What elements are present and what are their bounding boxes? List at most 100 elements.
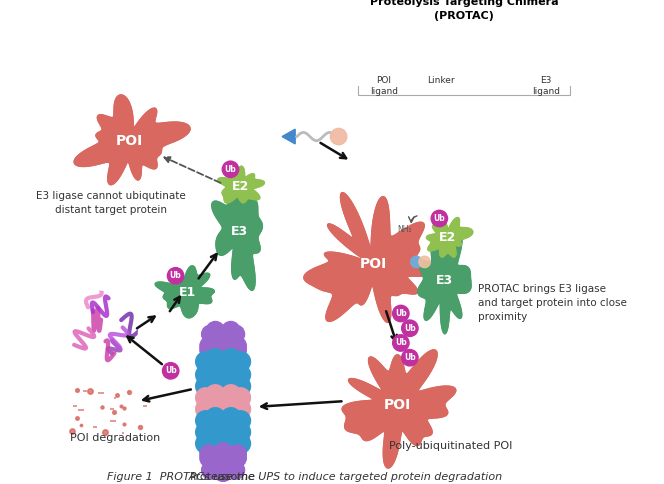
Text: E2: E2 (439, 231, 456, 244)
Circle shape (213, 428, 233, 447)
Circle shape (222, 161, 238, 178)
Circle shape (227, 403, 247, 423)
Circle shape (213, 405, 233, 424)
Circle shape (227, 415, 247, 434)
Circle shape (221, 408, 241, 427)
Circle shape (214, 463, 232, 482)
Polygon shape (212, 181, 262, 290)
Circle shape (59, 290, 138, 369)
Circle shape (202, 325, 220, 343)
Text: E1: E1 (179, 286, 196, 299)
Circle shape (231, 388, 250, 408)
Circle shape (227, 356, 247, 375)
Circle shape (200, 341, 218, 359)
Circle shape (199, 438, 219, 457)
Polygon shape (426, 217, 473, 257)
Polygon shape (418, 233, 471, 334)
Polygon shape (342, 350, 456, 468)
Polygon shape (403, 56, 418, 70)
Text: Proteolysis Targeting Chimera
(PROTAC): Proteolysis Targeting Chimera (PROTAC) (370, 0, 558, 21)
Circle shape (410, 256, 422, 268)
Circle shape (199, 426, 219, 446)
Circle shape (214, 443, 232, 461)
Circle shape (214, 451, 232, 469)
Circle shape (222, 321, 240, 339)
Circle shape (202, 461, 220, 479)
Text: POI: POI (384, 398, 411, 412)
Circle shape (196, 399, 215, 419)
Circle shape (227, 392, 247, 411)
Circle shape (199, 392, 219, 411)
Circle shape (196, 411, 215, 430)
Circle shape (221, 431, 241, 450)
Circle shape (207, 321, 224, 339)
Circle shape (205, 431, 225, 450)
Text: POI: POI (116, 135, 143, 149)
Circle shape (226, 325, 244, 343)
Circle shape (228, 449, 246, 467)
Circle shape (213, 416, 233, 436)
Circle shape (196, 434, 215, 454)
Circle shape (231, 422, 250, 442)
Text: Ub: Ub (224, 165, 236, 174)
Circle shape (199, 356, 219, 375)
Polygon shape (304, 193, 445, 322)
Circle shape (226, 461, 244, 479)
Circle shape (200, 337, 218, 355)
Circle shape (205, 373, 225, 393)
Circle shape (213, 370, 233, 390)
Circle shape (200, 449, 218, 467)
Text: E3: E3 (231, 225, 248, 238)
Circle shape (231, 434, 250, 454)
Circle shape (221, 362, 241, 381)
Circle shape (228, 341, 246, 359)
Circle shape (231, 365, 250, 385)
Polygon shape (282, 129, 295, 144)
Text: POI degradation: POI degradation (70, 433, 160, 443)
Text: POI
ligand: POI ligand (370, 76, 398, 96)
Circle shape (214, 335, 232, 353)
Circle shape (205, 408, 225, 427)
Circle shape (231, 352, 250, 371)
Circle shape (227, 426, 247, 446)
Circle shape (221, 373, 241, 393)
Text: POI: POI (359, 257, 386, 272)
Circle shape (205, 362, 225, 381)
Circle shape (221, 385, 241, 405)
Circle shape (222, 457, 240, 475)
Circle shape (205, 419, 225, 439)
Text: Ub: Ub (395, 309, 407, 318)
Circle shape (464, 55, 480, 71)
Circle shape (231, 411, 250, 430)
Circle shape (205, 385, 225, 405)
Circle shape (196, 422, 215, 442)
Circle shape (392, 335, 409, 351)
Text: Ub: Ub (395, 338, 407, 348)
Circle shape (196, 365, 215, 385)
Text: Linker: Linker (427, 76, 455, 85)
Text: Poly-ubiquitinated POI: Poly-ubiquitinated POI (389, 441, 513, 451)
Circle shape (214, 343, 232, 361)
Circle shape (221, 419, 241, 439)
Circle shape (231, 399, 250, 419)
Circle shape (163, 363, 179, 379)
Text: E3: E3 (436, 274, 453, 287)
Circle shape (213, 357, 233, 377)
Circle shape (392, 305, 409, 322)
Circle shape (199, 369, 219, 388)
Text: Ub: Ub (165, 366, 177, 375)
Circle shape (228, 445, 246, 463)
Circle shape (402, 349, 418, 366)
Circle shape (205, 349, 225, 368)
Circle shape (331, 128, 347, 145)
Text: PROTAC brings E3 ligase
and target protein into close
proximity: PROTAC brings E3 ligase and target prote… (478, 284, 627, 322)
Circle shape (196, 377, 215, 396)
Circle shape (221, 396, 241, 416)
Circle shape (214, 327, 232, 346)
Text: E3 ligase cannot ubiqutinate
distant target protein: E3 ligase cannot ubiqutinate distant tar… (36, 191, 186, 214)
Circle shape (228, 337, 246, 355)
Circle shape (431, 210, 448, 227)
Circle shape (196, 388, 215, 408)
Circle shape (207, 457, 224, 475)
Circle shape (199, 380, 219, 400)
